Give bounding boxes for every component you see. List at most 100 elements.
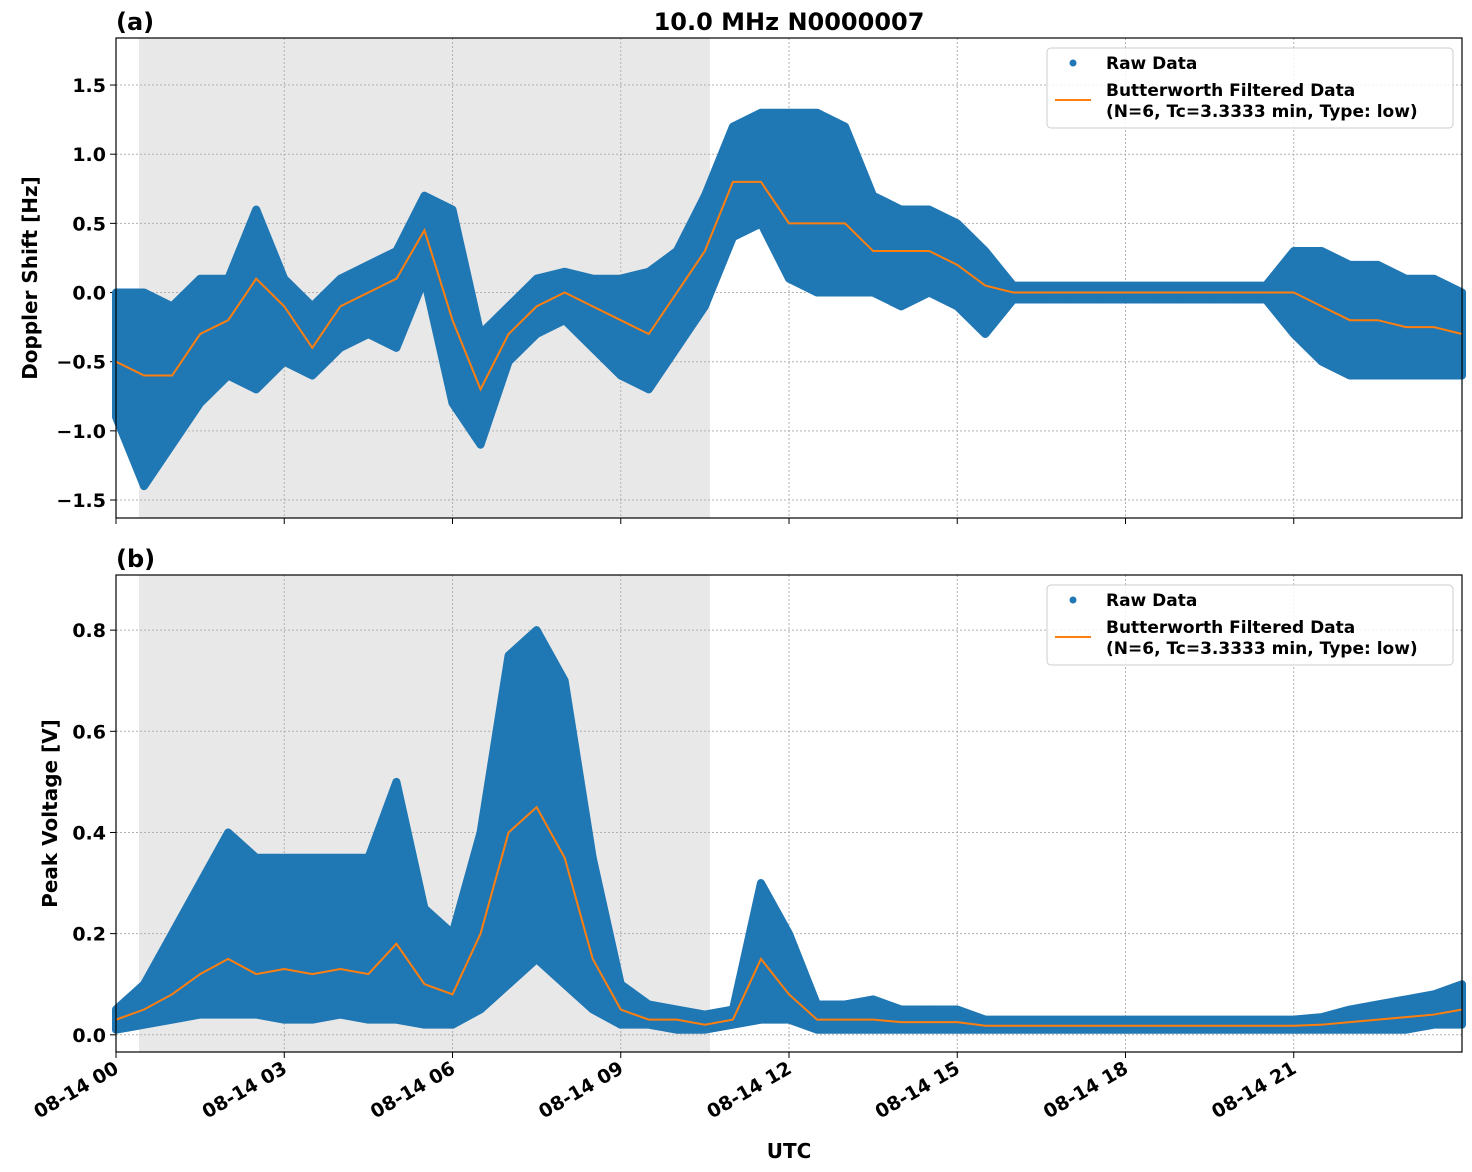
raw-data-point bbox=[308, 302, 316, 310]
raw-data-point bbox=[897, 302, 905, 310]
raw-data-point bbox=[561, 316, 569, 324]
y-tick-label: −1.0 bbox=[56, 421, 106, 443]
raw-data-point bbox=[196, 275, 204, 283]
raw-data-point bbox=[168, 441, 176, 449]
legend-raw-label: Raw Data bbox=[1106, 54, 1197, 74]
raw-data-point bbox=[364, 1016, 372, 1024]
x-tick-label: 08-14 21 bbox=[1208, 1057, 1300, 1123]
raw-data-point bbox=[925, 289, 933, 297]
legend-filtered-label: Butterworth Filtered Data bbox=[1106, 618, 1355, 638]
raw-data-point bbox=[673, 344, 681, 352]
raw-data-point bbox=[953, 1006, 961, 1014]
y-tick-label: −1.5 bbox=[56, 490, 106, 512]
raw-data-point bbox=[813, 1000, 821, 1008]
raw-data-point bbox=[364, 330, 372, 338]
raw-data-point bbox=[1150, 1026, 1158, 1034]
x-tick-label: 08-14 03 bbox=[198, 1057, 290, 1123]
raw-data-point bbox=[1065, 1016, 1073, 1024]
raw-data-point bbox=[701, 1026, 709, 1034]
raw-data-point bbox=[841, 289, 849, 297]
raw-data-point bbox=[505, 358, 513, 366]
raw-data-point bbox=[757, 879, 765, 887]
raw-data-point bbox=[533, 275, 541, 283]
raw-data-point bbox=[1009, 1016, 1017, 1024]
raw-data-point bbox=[673, 247, 681, 255]
legend-box bbox=[1046, 47, 1454, 129]
raw-data-point bbox=[1178, 1026, 1186, 1034]
filtered-data-line bbox=[115, 180, 1463, 392]
raw-data-point bbox=[645, 1000, 653, 1008]
raw-data-point bbox=[561, 980, 569, 988]
raw-data-point bbox=[1009, 1026, 1017, 1034]
raw-data-point bbox=[589, 275, 597, 283]
raw-data-point bbox=[280, 275, 288, 283]
raw-data-point bbox=[449, 206, 456, 214]
raw-data-point bbox=[308, 854, 316, 862]
raw-data-point bbox=[477, 441, 485, 449]
raw-data-point bbox=[589, 1006, 597, 1014]
raw-data-point bbox=[729, 1006, 737, 1014]
x-tick-label: 08-14 15 bbox=[871, 1057, 963, 1123]
raw-data-point bbox=[757, 1016, 765, 1024]
legend-raw-marker bbox=[1069, 596, 1077, 604]
panel-label: (a) bbox=[116, 8, 154, 36]
raw-data-point bbox=[1234, 282, 1242, 290]
raw-data-point bbox=[1093, 295, 1101, 303]
raw-data-point bbox=[1122, 1026, 1129, 1034]
raw-data-point bbox=[1346, 1026, 1354, 1034]
raw-data-point bbox=[617, 980, 625, 988]
raw-data-point bbox=[477, 330, 485, 338]
raw-data-point bbox=[617, 372, 625, 380]
raw-data-point bbox=[785, 1016, 793, 1024]
raw-data-point bbox=[1206, 1026, 1214, 1034]
x-tick-label: 08-14 18 bbox=[1040, 1057, 1132, 1123]
raw-data-point bbox=[925, 1026, 933, 1034]
raw-data-point bbox=[953, 302, 961, 310]
legend-raw-marker bbox=[1069, 59, 1077, 67]
raw-data-point bbox=[953, 219, 961, 227]
raw-data-point bbox=[449, 1021, 456, 1029]
raw-data-point bbox=[1346, 372, 1354, 380]
raw-data-point bbox=[420, 192, 428, 200]
raw-data-point bbox=[673, 1026, 681, 1034]
raw-data-point bbox=[1122, 295, 1129, 303]
raw-data-point bbox=[1093, 282, 1101, 290]
y-tick-label: 1.5 bbox=[72, 75, 106, 97]
raw-data-point bbox=[1234, 1026, 1242, 1034]
raw-data-point bbox=[1262, 1016, 1270, 1024]
raw-data-point bbox=[1093, 1016, 1101, 1024]
y-tick-label: 1.0 bbox=[72, 144, 106, 166]
raw-data-point bbox=[785, 109, 793, 117]
axes-frame bbox=[115, 574, 1463, 1053]
raw-data-point bbox=[897, 1026, 905, 1034]
y-axis-label: Doppler Shift [Hz] bbox=[18, 176, 42, 380]
raw-data-point bbox=[1150, 295, 1158, 303]
x-tick-label: 08-14 00 bbox=[30, 1057, 122, 1123]
y-tick-label: 0.8 bbox=[72, 620, 106, 642]
raw-data-point bbox=[729, 233, 737, 241]
legend-filtered-params: (N=6, Tc=3.3333 min, Type: low) bbox=[1106, 102, 1418, 122]
raw-data-point bbox=[981, 247, 989, 255]
x-tick-label: 08-14 06 bbox=[367, 1057, 459, 1123]
legend: Raw Data Butterworth Filtered Data(N=6, T… bbox=[1046, 47, 1454, 129]
raw-data-point bbox=[1009, 295, 1017, 303]
raw-data-point bbox=[308, 1016, 316, 1024]
raw-data-point bbox=[336, 275, 344, 283]
raw-data-point bbox=[1374, 372, 1382, 380]
raw-data-point bbox=[1318, 1026, 1326, 1034]
raw-data-point bbox=[252, 1011, 260, 1019]
y-tick-label: 0.5 bbox=[72, 213, 106, 235]
raw-data-point bbox=[1206, 282, 1214, 290]
legend-raw-label: Raw Data bbox=[1106, 591, 1197, 611]
raw-data-point bbox=[1346, 1006, 1354, 1014]
raw-data-point bbox=[1262, 282, 1270, 290]
raw-data-point bbox=[364, 261, 372, 269]
raw-data-point bbox=[533, 626, 541, 634]
raw-data-point bbox=[1402, 1026, 1410, 1034]
raw-data-point bbox=[1178, 295, 1186, 303]
axes-frame bbox=[115, 37, 1463, 519]
raw-data-point bbox=[617, 275, 625, 283]
raw-data-point bbox=[477, 1006, 485, 1014]
raw-data-point bbox=[420, 275, 428, 283]
